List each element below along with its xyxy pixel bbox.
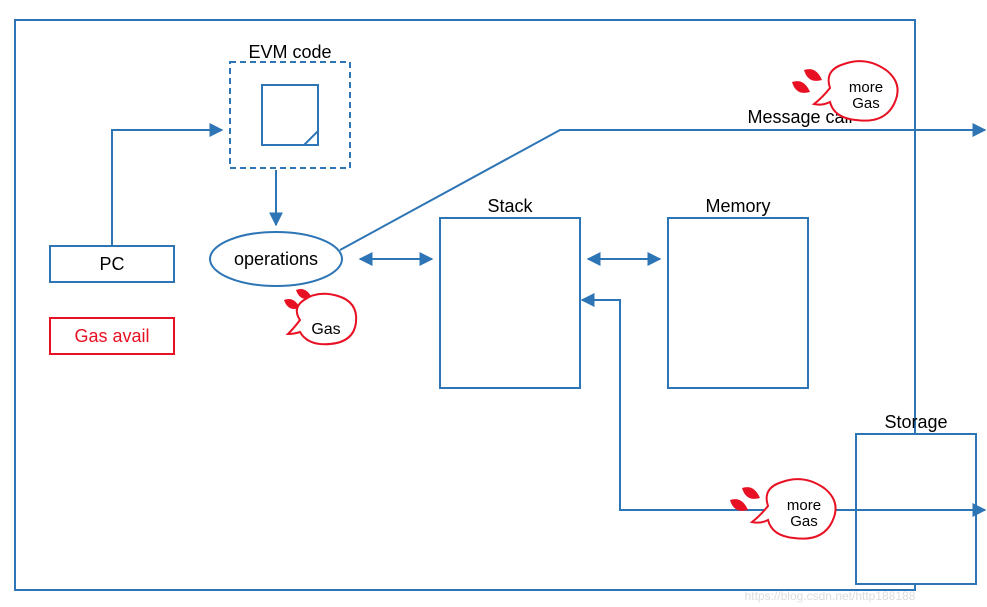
drops-icon	[792, 69, 822, 93]
evm-diagram: PC Gas avail EVM code operations Gas Sta…	[0, 0, 987, 607]
gas-bubble: Gas	[284, 289, 356, 344]
memory-label: Memory	[705, 196, 770, 216]
edge-ops-msgcall	[340, 130, 985, 250]
more-gas-bottom-line2: Gas	[790, 513, 818, 530]
stack-label: Stack	[487, 196, 533, 216]
gas-bubble-label: Gas	[311, 321, 340, 338]
evm-code-node: EVM code	[230, 42, 350, 168]
storage-node: Storage	[856, 412, 976, 584]
pc-node: PC	[50, 246, 174, 282]
gas-avail-node: Gas avail	[50, 318, 174, 354]
more-gas-top-line2: Gas	[852, 95, 880, 112]
storage-label: Storage	[884, 412, 947, 432]
drops-icon	[730, 487, 760, 511]
more-gas-bottom-line1: more	[787, 497, 821, 514]
more-gas-top-line1: more	[849, 79, 883, 96]
watermark-text: https://blog.csdn.net/http188188	[745, 589, 916, 603]
pc-label: PC	[99, 254, 124, 274]
edge-pc-evm	[112, 130, 222, 246]
operations-label: operations	[234, 249, 318, 269]
evm-code-label: EVM code	[248, 42, 331, 62]
memory-node: Memory	[668, 196, 808, 388]
stack-node: Stack	[440, 196, 580, 388]
document-icon	[262, 85, 318, 145]
gas-avail-label: Gas avail	[74, 326, 149, 346]
more-gas-bubble-bottom: more Gas	[730, 479, 836, 539]
operations-node: operations	[210, 232, 342, 286]
